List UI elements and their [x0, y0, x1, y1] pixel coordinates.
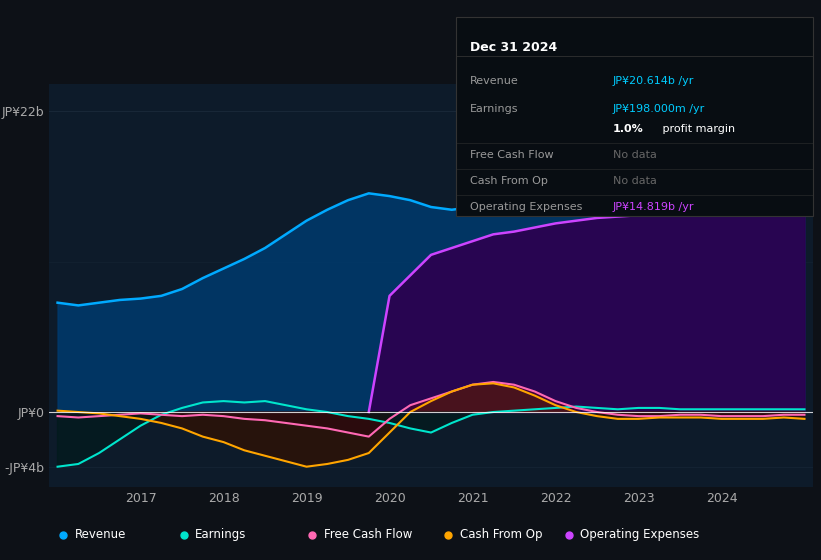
Text: profit margin: profit margin	[659, 124, 736, 134]
Text: JP¥198.000m /yr: JP¥198.000m /yr	[612, 104, 705, 114]
Text: Cash From Op: Cash From Op	[460, 528, 542, 542]
Text: Cash From Op: Cash From Op	[470, 176, 548, 186]
Text: Operating Expenses: Operating Expenses	[580, 528, 699, 542]
Text: Earnings: Earnings	[470, 104, 518, 114]
Text: Revenue: Revenue	[470, 77, 519, 86]
Text: Free Cash Flow: Free Cash Flow	[323, 528, 412, 542]
Text: JP¥20.614b /yr: JP¥20.614b /yr	[612, 77, 695, 86]
Text: Operating Expenses: Operating Expenses	[470, 202, 582, 212]
Text: JP¥14.819b /yr: JP¥14.819b /yr	[612, 202, 695, 212]
Text: No data: No data	[612, 150, 657, 160]
Text: Dec 31 2024: Dec 31 2024	[470, 41, 557, 54]
Text: Revenue: Revenue	[75, 528, 126, 542]
Text: No data: No data	[612, 176, 657, 186]
Text: Earnings: Earnings	[195, 528, 246, 542]
Text: Free Cash Flow: Free Cash Flow	[470, 150, 553, 160]
Text: 1.0%: 1.0%	[612, 124, 644, 134]
